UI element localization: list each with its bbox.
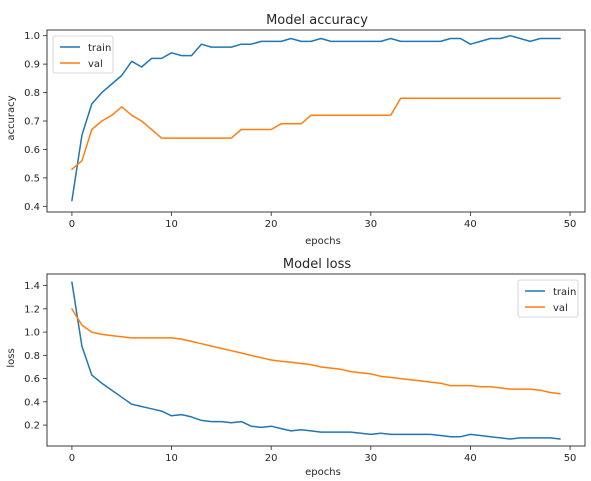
accuracy-ytick-label: 0.7 [24, 117, 40, 128]
loss-ytick-label: 1.0 [24, 328, 40, 339]
accuracy-xtick-label: 20 [265, 219, 278, 230]
accuracy-xtick-label: 10 [165, 219, 178, 230]
accuracy-ylabel: accuracy [6, 95, 17, 140]
accuracy-ytick-label: 0.6 [24, 145, 40, 156]
accuracy-xlabel: epochs [305, 236, 341, 247]
accuracy-series-train [71, 34, 561, 202]
accuracy-ticks: 0 10 20 30 40 50 0.4 0.5 0.6 0.7 0.8 0.9 1.0 [24, 31, 576, 230]
accuracy-xtick-label: 50 [564, 219, 577, 230]
loss-ylabel: loss [6, 348, 17, 367]
accuracy-legend-train-label: train [88, 43, 111, 54]
loss-xlabel: epochs [305, 467, 341, 478]
loss-plot: Model loss epochs loss 0 10 20 30 40 50 0.2 0.4… [6, 257, 586, 478]
loss-xtick-label: 10 [165, 453, 178, 464]
accuracy-ytick-label: 0.4 [24, 202, 40, 213]
loss-ytick-label: 0.8 [24, 351, 40, 362]
accuracy-ytick-label: 1.0 [24, 31, 40, 42]
loss-ytick-label: 1.2 [24, 304, 40, 315]
loss-xtick-label: 0 [69, 453, 75, 464]
accuracy-ytick-label: 0.5 [24, 173, 40, 184]
accuracy-ytick-label: 0.8 [24, 88, 40, 99]
loss-xtick-label: 40 [464, 453, 477, 464]
loss-lines [71, 281, 561, 440]
accuracy-xtick-label: 40 [464, 219, 477, 230]
loss-ytick-label: 0.6 [24, 374, 40, 385]
loss-xtick-label: 20 [265, 453, 278, 464]
loss-series-train [71, 281, 561, 440]
accuracy-ytick-label: 0.9 [24, 60, 40, 71]
loss-legend-train-label: train [553, 287, 576, 298]
accuracy-legend-val-label: val [88, 59, 103, 70]
accuracy-lines [71, 34, 561, 202]
loss-ticks: 0 10 20 30 40 50 0.2 0.4 0.6 0.8 1.0 1.2 1.4 [24, 281, 576, 464]
accuracy-legend: train val [52, 35, 114, 74]
accuracy-series-val [71, 97, 561, 171]
loss-ytick-label: 0.2 [24, 421, 40, 432]
loss-ytick-label: 0.4 [24, 397, 40, 408]
accuracy-axes-frame [46, 29, 586, 213]
loss-legend-box [517, 279, 579, 318]
loss-ytick-label: 1.4 [24, 281, 40, 292]
loss-legend: train val [517, 279, 579, 318]
accuracy-legend-box [52, 35, 114, 74]
accuracy-title: Model accuracy [266, 13, 368, 28]
loss-axes-frame [46, 273, 586, 447]
loss-xtick-label: 30 [364, 453, 377, 464]
loss-title: Model loss [283, 257, 352, 272]
loss-legend-val-label: val [553, 303, 568, 314]
accuracy-xtick-label: 30 [364, 219, 377, 230]
loss-series-val [71, 308, 561, 395]
loss-xtick-label: 50 [564, 453, 577, 464]
accuracy-xtick-label: 0 [69, 219, 75, 230]
accuracy-plot: Model accuracy epochs accuracy 0 10 20 30 40… [6, 13, 586, 247]
